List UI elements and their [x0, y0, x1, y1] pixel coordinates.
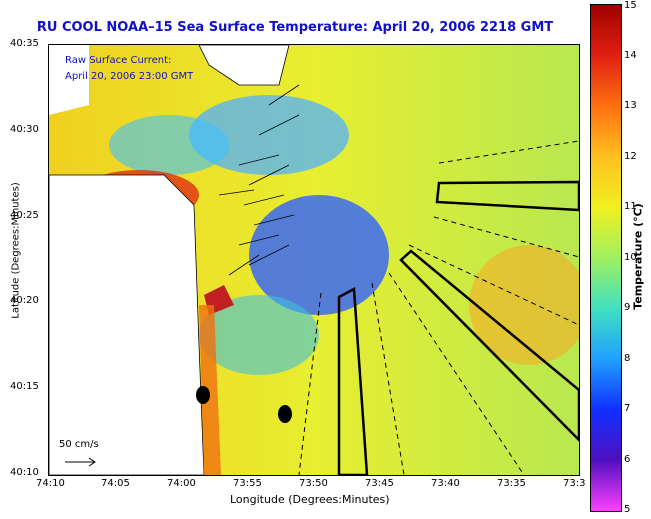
x-tick: 74:05 [101, 478, 130, 489]
colorbar-tick: 11 [624, 201, 637, 212]
x-tick: 73:40 [431, 478, 460, 489]
x-axis-label: Longitude (Degrees:Minutes) [230, 493, 390, 506]
y-axis-label: Latitude (Degrees:Minutes) [10, 182, 22, 319]
y-tick: 40:15 [10, 381, 39, 392]
colorbar-tick: 7 [624, 403, 631, 414]
current-vectors [218, 84, 300, 276]
colorbar-tick: 6 [624, 454, 631, 465]
colorbar-tick: 12 [624, 151, 637, 162]
cold-region [249, 195, 389, 315]
x-tick: 74:00 [167, 478, 196, 489]
sst-map-svg [49, 45, 579, 475]
y-tick: 40:35 [10, 38, 39, 49]
current-label-2: April 20, 2006 23:00 GMT [65, 71, 194, 82]
x-tick: 73:55 [233, 478, 262, 489]
colorbar-tick: 5 [624, 504, 631, 515]
sst-map: Raw Surface Current: April 20, 2006 23:0… [48, 44, 580, 476]
y-tick: 40:25 [10, 210, 39, 221]
colorbar-label: Temperature (°C) [631, 203, 645, 310]
x-tick: 74:10 [36, 478, 65, 489]
x-tick: 73:35 [497, 478, 526, 489]
colorbar-svg [591, 5, 621, 511]
scale-label: 50 cm/s [59, 439, 99, 450]
colorbar-tick: 9 [624, 302, 631, 313]
land-coast [49, 174, 205, 475]
colorbar-tick: 15 [624, 0, 637, 11]
x-tick: 73:3 [563, 478, 586, 489]
colorbar-tick: 10 [624, 252, 637, 263]
marker-dot-2 [278, 405, 292, 423]
y-tick: 40:10 [10, 467, 39, 478]
y-tick: 40:30 [10, 124, 39, 135]
y-tick: 40:20 [10, 295, 39, 306]
sampling-boxes [337, 180, 579, 475]
colorbar [590, 4, 622, 512]
dashed-lines [298, 140, 579, 475]
x-tick: 73:45 [365, 478, 394, 489]
colorbar-tick: 13 [624, 100, 637, 111]
colorbar-tick: 8 [624, 353, 631, 364]
current-label-1: Raw Surface Current: [65, 55, 172, 66]
colorbar-tick: 14 [624, 50, 637, 61]
chart-title: RU COOL NOAA–15 Sea Surface Temperature:… [36, 20, 554, 35]
marker-dot-1 [196, 386, 210, 404]
x-tick: 73:50 [299, 478, 328, 489]
